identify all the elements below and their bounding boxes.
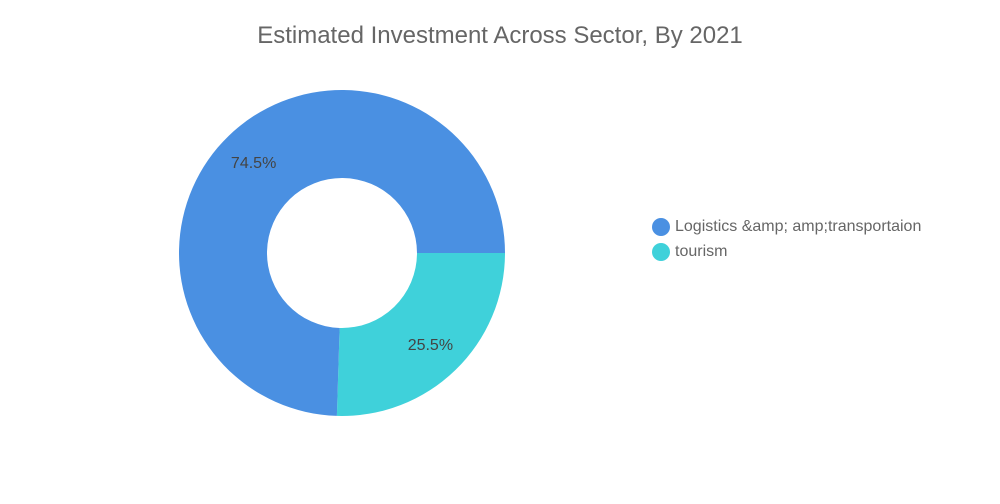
legend-swatch-logistics <box>652 217 670 236</box>
legend-item-logistics[interactable]: Logistics &amp; amp;transportaion <box>652 214 921 239</box>
slice-labels: 25.5% 74.5% <box>231 155 453 354</box>
slice-label-logistics: 74.5% <box>231 155 276 172</box>
slices <box>179 89 505 416</box>
slice-tourism[interactable] <box>336 253 505 416</box>
legend-label-tourism: tourism <box>675 242 728 260</box>
legend: Logistics &amp; amp;transportaion touris… <box>652 214 921 264</box>
legend-label-logistics: Logistics &amp; amp;transportaion <box>675 217 922 235</box>
slice-label-tourism: 25.5% <box>408 337 453 354</box>
slice-logistics[interactable] <box>179 89 505 416</box>
legend-swatch-tourism <box>652 242 670 261</box>
legend-item-tourism[interactable]: tourism <box>652 239 921 264</box>
chart-title: Estimated Investment Across Sector, By 2… <box>257 22 743 49</box>
